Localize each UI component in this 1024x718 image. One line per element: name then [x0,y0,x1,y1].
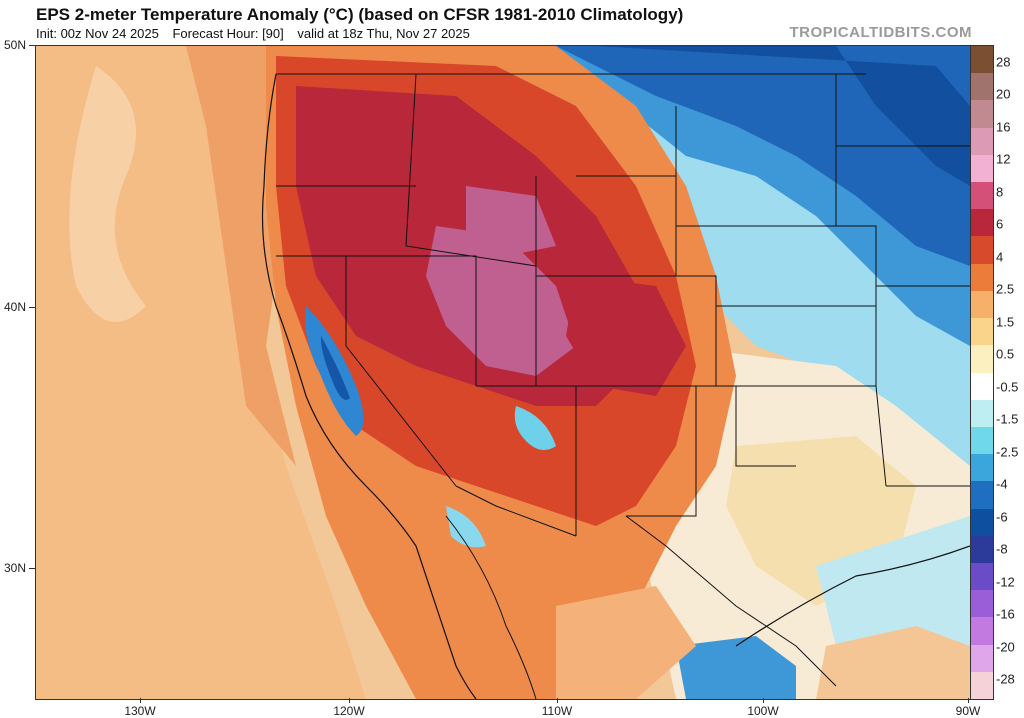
lon-label-130w: 130W [124,704,156,718]
colorbar-label: -8 [996,541,1008,557]
colorbar-cell [971,154,993,183]
colorbar-cell [971,617,993,646]
anomaly-map [35,45,971,700]
pacific-cool-patch [69,66,146,322]
colorbar-cell [971,263,993,292]
colorbar-cell [971,399,993,428]
colorbar-cell [971,426,993,455]
lon-tick-130 [140,698,141,703]
lat-label-50n: 50N [4,38,27,52]
colorado-hot [566,276,686,396]
lon-tick-100 [763,698,764,703]
colorbar-label: -6 [996,509,1008,525]
colorbar-label: -28 [996,671,1015,687]
colorbar-label: -12 [996,574,1015,590]
colorbar-label: 16 [996,119,1011,135]
gulf-warm [816,626,970,699]
sonora-cool-pocket [446,506,486,548]
lon-label-100w: 100W [747,704,779,718]
colorbar-label: 6 [996,216,1004,232]
state-borders [276,73,970,687]
lat-label-30n: 30N [4,561,27,575]
lat-tick-50 [29,45,35,46]
colorbar-cell [971,182,993,210]
colorbar-cell [971,590,993,618]
colorbar-cell [971,372,993,401]
lon-label-110w: 110W [541,704,573,718]
mexico-cool [676,636,796,699]
colorbar-label: 0.5 [996,346,1015,362]
init-time: Init: 00z Nov 24 2025 [36,26,159,41]
north-very-cold [556,46,970,266]
colorbar-cell [971,209,993,237]
chart-title: EPS 2-meter Temperature Anomaly (°C) (ba… [36,5,684,24]
colorbar-label: 28 [996,54,1011,70]
lon-tick-120 [349,698,350,703]
pacific-warm-light [36,46,366,699]
great-basin-very-hot [426,226,576,376]
lon-label-90w: 90W [955,704,981,718]
colorbar-cell [971,562,993,591]
mexico-warm-light [556,586,696,699]
colorbar-cell [971,671,993,700]
colorbar-label: -1.5 [996,411,1019,427]
colorbar-label: 2.5 [996,281,1015,297]
colorbar-cell [971,127,993,156]
colorbar-label: -20 [996,639,1015,655]
valid-time: valid at 18z Thu, Nov 27 2025 [297,26,470,41]
colorbar-cell [971,454,993,482]
brand-watermark: TROPICALTIDBITS.COM [789,24,972,41]
lat-tick-40 [29,307,35,308]
forecast-hour: Forecast Hour: [90] [172,26,284,41]
lat-label-40n: 40N [4,300,27,314]
colorbar-cell [971,73,993,101]
lon-tick-110 [557,698,558,703]
colorbar-cell [971,318,993,346]
colorbar-cell [971,236,993,265]
colorbar-cell [971,290,993,319]
colorbar-cell [971,100,993,129]
central-valley-core [320,336,350,400]
colorbar-label: 4 [996,249,1004,265]
idaho-very-hot [466,186,556,256]
gulf-coastline [735,545,970,647]
north-deep-cold [596,46,970,186]
west-coastline [261,73,477,699]
colorbar-cell [971,46,993,74]
run-info: Init: 00z Nov 24 2025 Forecast Hour: [90… [36,26,480,41]
colorbar-label: 1.5 [996,314,1015,330]
lon-tick-90 [968,698,969,703]
colorbar-label: -0.5 [996,379,1019,395]
baja-coastline [445,515,537,699]
colorbar [970,45,994,700]
colorbar-cell [971,535,993,564]
colorbar-cell [971,508,993,537]
colorbar-label: 12 [996,151,1011,167]
lat-tick-30 [29,568,35,569]
colorbar-label: -16 [996,606,1015,622]
colorbar-label: 8 [996,184,1004,200]
colorbar-cell [971,644,993,673]
colorbar-cell [971,481,993,510]
colorbar-label: 20 [996,86,1011,102]
colorbar-label: -2.5 [996,444,1019,460]
arizona-cool-pocket [514,406,556,450]
lon-label-120w: 120W [333,704,365,718]
colorbar-cell [971,345,993,373]
colorbar-label: -4 [996,476,1008,492]
